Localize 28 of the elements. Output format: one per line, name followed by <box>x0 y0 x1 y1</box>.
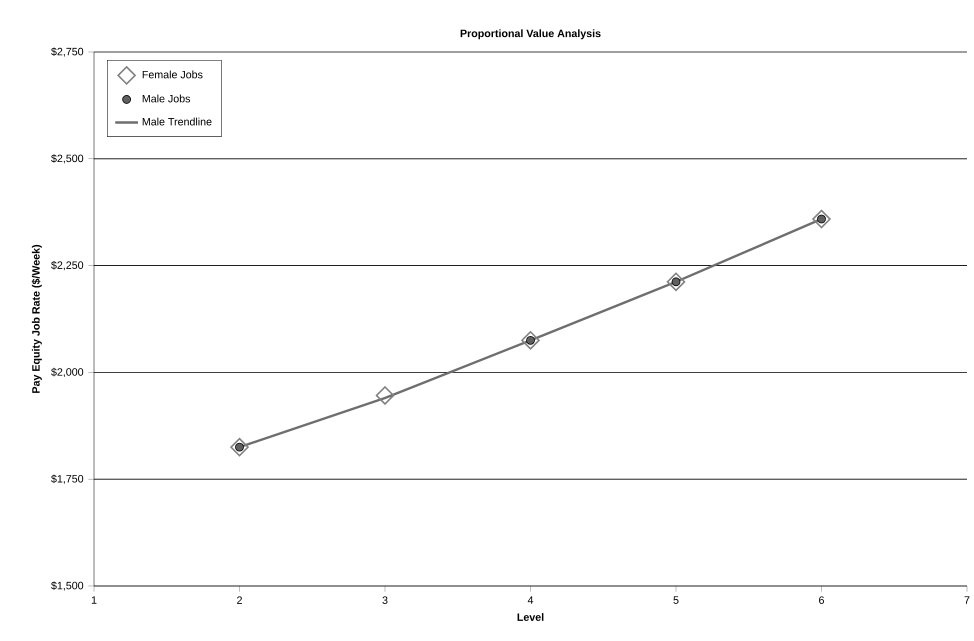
legend-label: Male Trendline <box>142 118 212 126</box>
y-tick-label: $2,250 <box>51 260 84 270</box>
x-tick-label: 5 <box>673 596 679 604</box>
x-tick-label: 4 <box>528 596 534 604</box>
point <box>521 331 540 350</box>
x-tick-label: 2 <box>237 596 242 604</box>
point <box>672 277 680 286</box>
point <box>666 272 686 292</box>
x-tick-label: 7 <box>964 596 970 604</box>
point <box>526 336 535 345</box>
y-tick-label: $2,000 <box>51 368 84 378</box>
legend-label: Female Jobs <box>142 70 203 78</box>
y-tick-label: $1,750 <box>51 474 84 484</box>
point <box>817 214 826 224</box>
point <box>230 438 249 456</box>
x-axis-title: Level <box>518 613 544 621</box>
x-tick-label: 6 <box>819 596 824 604</box>
chart-title: Proportional Value Analysis <box>460 29 601 40</box>
x-tick-label: 1 <box>92 596 96 604</box>
y-tick-label: $2,500 <box>51 154 84 164</box>
y-tick-label: $1,500 <box>51 581 84 591</box>
legend-label: Male Jobs <box>142 94 190 102</box>
y-axis-title: Pay Equity Job Rate ($/Week) <box>32 244 42 393</box>
point <box>376 386 394 405</box>
point <box>812 210 831 228</box>
x-tick-label: 3 <box>382 596 388 604</box>
y-tick-label: $2,750 <box>51 47 84 57</box>
point <box>235 442 244 452</box>
